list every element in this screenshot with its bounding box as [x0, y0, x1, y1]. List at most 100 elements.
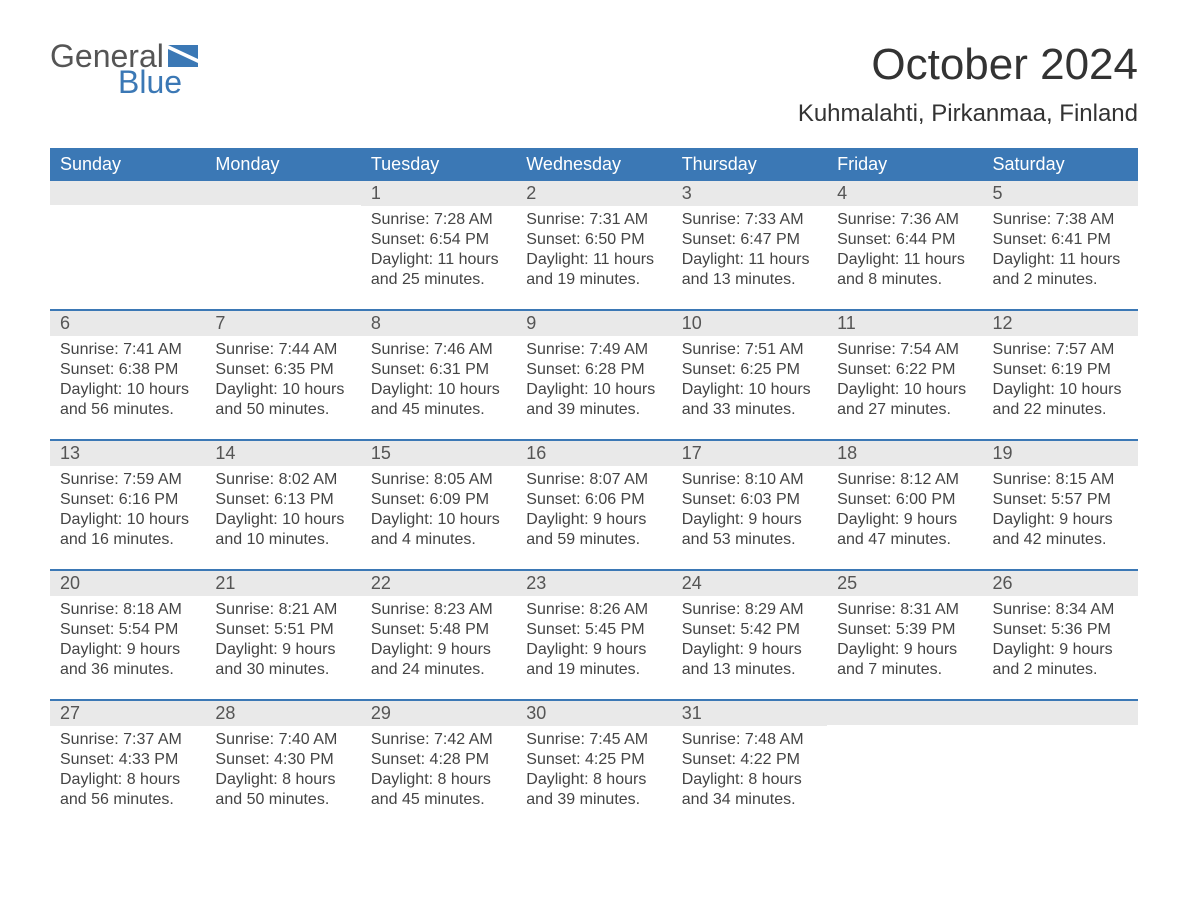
day-body: Sunrise: 8:21 AMSunset: 5:51 PMDaylight:… — [205, 596, 360, 690]
day-body — [50, 205, 205, 219]
daylight-text: Daylight: 10 hours and 39 minutes. — [526, 380, 661, 420]
sunset-text: Sunset: 5:45 PM — [526, 620, 661, 640]
day-body: Sunrise: 8:26 AMSunset: 5:45 PMDaylight:… — [516, 596, 671, 690]
week-row: 1Sunrise: 7:28 AMSunset: 6:54 PMDaylight… — [50, 181, 1138, 309]
sunset-text: Sunset: 6:38 PM — [60, 360, 195, 380]
day-number: 1 — [361, 181, 516, 206]
sunrise-text: Sunrise: 8:29 AM — [682, 600, 817, 620]
day-cell: 12Sunrise: 7:57 AMSunset: 6:19 PMDayligh… — [983, 311, 1138, 439]
sunrise-text: Sunrise: 8:31 AM — [837, 600, 972, 620]
day-number: 29 — [361, 701, 516, 726]
day-body: Sunrise: 7:36 AMSunset: 6:44 PMDaylight:… — [827, 206, 982, 300]
day-cell: 31Sunrise: 7:48 AMSunset: 4:22 PMDayligh… — [672, 701, 827, 829]
day-number: 6 — [50, 311, 205, 336]
title-block: October 2024 Kuhmalahti, Pirkanmaa, Finl… — [798, 40, 1138, 128]
daylight-text: Daylight: 10 hours and 56 minutes. — [60, 380, 195, 420]
day-body: Sunrise: 7:51 AMSunset: 6:25 PMDaylight:… — [672, 336, 827, 430]
day-body: Sunrise: 8:18 AMSunset: 5:54 PMDaylight:… — [50, 596, 205, 690]
day-cell: 8Sunrise: 7:46 AMSunset: 6:31 PMDaylight… — [361, 311, 516, 439]
sunset-text: Sunset: 6:09 PM — [371, 490, 506, 510]
day-body: Sunrise: 7:59 AMSunset: 6:16 PMDaylight:… — [50, 466, 205, 560]
day-cell: 25Sunrise: 8:31 AMSunset: 5:39 PMDayligh… — [827, 571, 982, 699]
sunset-text: Sunset: 6:00 PM — [837, 490, 972, 510]
sunrise-text: Sunrise: 7:54 AM — [837, 340, 972, 360]
day-number: 21 — [205, 571, 360, 596]
daylight-text: Daylight: 9 hours and 42 minutes. — [993, 510, 1128, 550]
day-number: 31 — [672, 701, 827, 726]
sunset-text: Sunset: 5:42 PM — [682, 620, 817, 640]
day-body: Sunrise: 7:41 AMSunset: 6:38 PMDaylight:… — [50, 336, 205, 430]
day-cell: 11Sunrise: 7:54 AMSunset: 6:22 PMDayligh… — [827, 311, 982, 439]
sunrise-text: Sunrise: 7:28 AM — [371, 210, 506, 230]
dayheader-mon: Monday — [205, 148, 360, 181]
week-row: 6Sunrise: 7:41 AMSunset: 6:38 PMDaylight… — [50, 309, 1138, 439]
sunset-text: Sunset: 6:22 PM — [837, 360, 972, 380]
sunset-text: Sunset: 4:22 PM — [682, 750, 817, 770]
day-cell — [205, 181, 360, 309]
daylight-text: Daylight: 9 hours and 19 minutes. — [526, 640, 661, 680]
sunset-text: Sunset: 6:28 PM — [526, 360, 661, 380]
day-cell: 23Sunrise: 8:26 AMSunset: 5:45 PMDayligh… — [516, 571, 671, 699]
daylight-text: Daylight: 11 hours and 25 minutes. — [371, 250, 506, 290]
day-body: Sunrise: 8:10 AMSunset: 6:03 PMDaylight:… — [672, 466, 827, 560]
sunset-text: Sunset: 6:44 PM — [837, 230, 972, 250]
day-cell: 13Sunrise: 7:59 AMSunset: 6:16 PMDayligh… — [50, 441, 205, 569]
sunrise-text: Sunrise: 8:10 AM — [682, 470, 817, 490]
daylight-text: Daylight: 8 hours and 39 minutes. — [526, 770, 661, 810]
sunrise-text: Sunrise: 8:26 AM — [526, 600, 661, 620]
day-cell: 14Sunrise: 8:02 AMSunset: 6:13 PMDayligh… — [205, 441, 360, 569]
day-cell: 18Sunrise: 8:12 AMSunset: 6:00 PMDayligh… — [827, 441, 982, 569]
day-body: Sunrise: 7:31 AMSunset: 6:50 PMDaylight:… — [516, 206, 671, 300]
day-body: Sunrise: 8:15 AMSunset: 5:57 PMDaylight:… — [983, 466, 1138, 560]
day-number: 17 — [672, 441, 827, 466]
daylight-text: Daylight: 8 hours and 34 minutes. — [682, 770, 817, 810]
sunrise-text: Sunrise: 8:07 AM — [526, 470, 661, 490]
day-number: 15 — [361, 441, 516, 466]
daylight-text: Daylight: 10 hours and 22 minutes. — [993, 380, 1128, 420]
day-number: 4 — [827, 181, 982, 206]
sunrise-text: Sunrise: 7:33 AM — [682, 210, 817, 230]
day-cell — [827, 701, 982, 829]
day-body: Sunrise: 7:45 AMSunset: 4:25 PMDaylight:… — [516, 726, 671, 820]
day-body: Sunrise: 8:31 AMSunset: 5:39 PMDaylight:… — [827, 596, 982, 690]
day-number: 13 — [50, 441, 205, 466]
sunset-text: Sunset: 6:16 PM — [60, 490, 195, 510]
day-cell — [50, 181, 205, 309]
daylight-text: Daylight: 9 hours and 24 minutes. — [371, 640, 506, 680]
day-body: Sunrise: 8:34 AMSunset: 5:36 PMDaylight:… — [983, 596, 1138, 690]
day-number: 24 — [672, 571, 827, 596]
day-body: Sunrise: 7:57 AMSunset: 6:19 PMDaylight:… — [983, 336, 1138, 430]
logo-text-bottom: Blue — [118, 66, 198, 98]
day-number: 18 — [827, 441, 982, 466]
sunset-text: Sunset: 5:48 PM — [371, 620, 506, 640]
day-cell: 3Sunrise: 7:33 AMSunset: 6:47 PMDaylight… — [672, 181, 827, 309]
day-cell: 4Sunrise: 7:36 AMSunset: 6:44 PMDaylight… — [827, 181, 982, 309]
dayheader-tue: Tuesday — [361, 148, 516, 181]
sunrise-text: Sunrise: 7:59 AM — [60, 470, 195, 490]
day-cell: 20Sunrise: 8:18 AMSunset: 5:54 PMDayligh… — [50, 571, 205, 699]
day-body: Sunrise: 7:44 AMSunset: 6:35 PMDaylight:… — [205, 336, 360, 430]
daylight-text: Daylight: 9 hours and 36 minutes. — [60, 640, 195, 680]
sunrise-text: Sunrise: 7:40 AM — [215, 730, 350, 750]
daylight-text: Daylight: 9 hours and 13 minutes. — [682, 640, 817, 680]
daylight-text: Daylight: 9 hours and 59 minutes. — [526, 510, 661, 550]
week-row: 27Sunrise: 7:37 AMSunset: 4:33 PMDayligh… — [50, 699, 1138, 829]
sunset-text: Sunset: 6:35 PM — [215, 360, 350, 380]
day-cell: 27Sunrise: 7:37 AMSunset: 4:33 PMDayligh… — [50, 701, 205, 829]
daylight-text: Daylight: 9 hours and 7 minutes. — [837, 640, 972, 680]
day-number: 9 — [516, 311, 671, 336]
day-cell: 9Sunrise: 7:49 AMSunset: 6:28 PMDaylight… — [516, 311, 671, 439]
day-cell: 19Sunrise: 8:15 AMSunset: 5:57 PMDayligh… — [983, 441, 1138, 569]
day-cell: 2Sunrise: 7:31 AMSunset: 6:50 PMDaylight… — [516, 181, 671, 309]
day-number: 27 — [50, 701, 205, 726]
sunset-text: Sunset: 6:31 PM — [371, 360, 506, 380]
sunrise-text: Sunrise: 7:42 AM — [371, 730, 506, 750]
dayheader-sat: Saturday — [983, 148, 1138, 181]
day-number: 10 — [672, 311, 827, 336]
sunrise-text: Sunrise: 7:36 AM — [837, 210, 972, 230]
sunset-text: Sunset: 6:25 PM — [682, 360, 817, 380]
calendar: Sunday Monday Tuesday Wednesday Thursday… — [50, 148, 1138, 829]
sunset-text: Sunset: 5:51 PM — [215, 620, 350, 640]
page-title: October 2024 — [798, 40, 1138, 90]
day-number — [827, 701, 982, 725]
